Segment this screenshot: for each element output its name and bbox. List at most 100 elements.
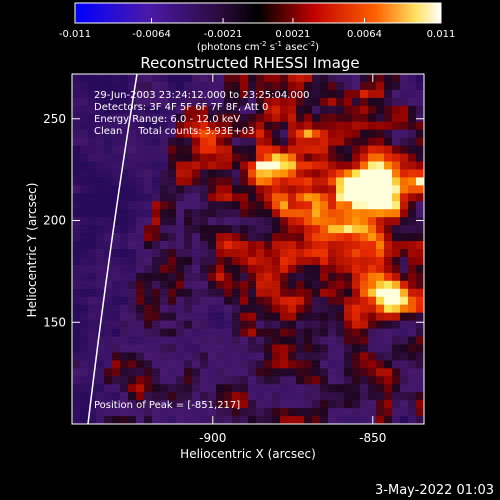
- heatmap-cell: [240, 296, 249, 306]
- heatmap-cell: [312, 272, 321, 282]
- heatmap-cell: [368, 288, 377, 298]
- heatmap-cell: [264, 113, 273, 123]
- heatmap-cell: [112, 105, 121, 115]
- heatmap-cell: [384, 217, 393, 226]
- heatmap-cell: [352, 328, 361, 337]
- heatmap-cell: [384, 113, 393, 123]
- heatmap-cell: [152, 384, 161, 393]
- heatmap-cell: [200, 272, 209, 282]
- heatmap-cell: [296, 113, 305, 123]
- heatmap-cell: [280, 105, 289, 115]
- heatmap-cell: [136, 209, 145, 218]
- heatmap-cell: [416, 153, 424, 162]
- heatmap-cell: [192, 121, 201, 131]
- heatmap-cell: [320, 376, 329, 385]
- heatmap-cell: [352, 392, 361, 401]
- heatmap-cell: [192, 89, 201, 99]
- heatmap-cell: [128, 272, 137, 282]
- heatmap-cell: [120, 384, 129, 393]
- heatmap-cell: [312, 81, 321, 91]
- heatmap-cell: [272, 129, 281, 139]
- heatmap-cell: [264, 312, 273, 322]
- heatmap-cell: [168, 193, 177, 202]
- heatmap-cell: [144, 185, 153, 194]
- heatmap-cell: [352, 352, 361, 361]
- heatmap-cell: [272, 137, 281, 147]
- heatmap-cell: [96, 121, 105, 131]
- heatmap-cell: [152, 185, 161, 194]
- heatmap-cell: [312, 320, 321, 330]
- heatmap-cell: [384, 368, 393, 377]
- heatmap-cell: [320, 225, 329, 234]
- heatmap-cell: [88, 241, 97, 250]
- heatmap-cell: [320, 153, 329, 162]
- heatmap-cell: [264, 408, 273, 417]
- heatmap-cell: [136, 89, 145, 99]
- heatmap-cell: [200, 201, 209, 210]
- heatmap-cell: [200, 249, 209, 258]
- heatmap-cell: [232, 137, 241, 147]
- heatmap-cell: [280, 264, 289, 274]
- heatmap-cell: [72, 74, 81, 83]
- heatmap-cell: [224, 296, 233, 306]
- heatmap-cell: [392, 336, 401, 345]
- heatmap-cell: [120, 201, 129, 210]
- heatmap-cell: [272, 344, 281, 353]
- heatmap-cell: [328, 105, 337, 115]
- heatmap-cell: [224, 161, 233, 170]
- heatmap-cell: [72, 209, 81, 218]
- heatmap-cell: [352, 193, 361, 202]
- heatmap-cell: [384, 225, 393, 234]
- heatmap-cell: [80, 312, 89, 322]
- heatmap-cell: [104, 97, 113, 107]
- y-tick-label: 150: [43, 315, 66, 329]
- heatmap-cell: [272, 105, 281, 115]
- heatmap-cell: [216, 209, 225, 218]
- heatmap-cell: [408, 97, 417, 107]
- heatmap-cell: [312, 304, 321, 314]
- heatmap-cell: [320, 105, 329, 115]
- heatmap-cell: [312, 400, 321, 409]
- heatmap-cell: [192, 344, 201, 353]
- heatmap-cell: [256, 217, 265, 226]
- heatmap-cell: [80, 121, 89, 131]
- heatmap-cell: [128, 392, 137, 401]
- heatmap-cell: [248, 368, 257, 377]
- heatmap-cell: [208, 193, 217, 202]
- heatmap-cell: [328, 416, 337, 424]
- heatmap-cell: [112, 400, 121, 409]
- heatmap-cell: [224, 121, 233, 131]
- heatmap-cell: [144, 360, 153, 369]
- heatmap-cell: [200, 233, 209, 242]
- heatmap-cell: [224, 392, 233, 401]
- heatmap-cell: [408, 217, 417, 226]
- heatmap-cell: [144, 193, 153, 202]
- heatmap-cell: [152, 249, 161, 258]
- heatmap-cell: [112, 256, 121, 266]
- heatmap-cell: [344, 288, 353, 298]
- heatmap-cell: [128, 193, 137, 202]
- heatmap-cell: [296, 256, 305, 266]
- heatmap-cell: [400, 121, 409, 131]
- heatmap-cell: [248, 304, 257, 314]
- heatmap-cell: [256, 368, 265, 377]
- heatmap-cell: [288, 233, 297, 242]
- heatmap-cell: [288, 169, 297, 178]
- heatmap-cell: [104, 225, 113, 234]
- heatmap-cell: [72, 145, 81, 155]
- heatmap-cell: [296, 264, 305, 274]
- heatmap-cell: [112, 280, 121, 290]
- heatmap-cell: [304, 185, 313, 194]
- heatmap-cell: [288, 129, 297, 139]
- heatmap-cell: [264, 137, 273, 147]
- heatmap-cell: [376, 209, 385, 218]
- heatmap-cell: [88, 153, 97, 162]
- heatmap-cell: [80, 89, 89, 99]
- heatmap-cell: [136, 145, 145, 155]
- heatmap-cell: [232, 288, 241, 298]
- heatmap-cell: [272, 209, 281, 218]
- heatmap-cell: [152, 193, 161, 202]
- heatmap-cell: [248, 288, 257, 298]
- heatmap-cell: [280, 376, 289, 385]
- heatmap-cell: [360, 249, 369, 258]
